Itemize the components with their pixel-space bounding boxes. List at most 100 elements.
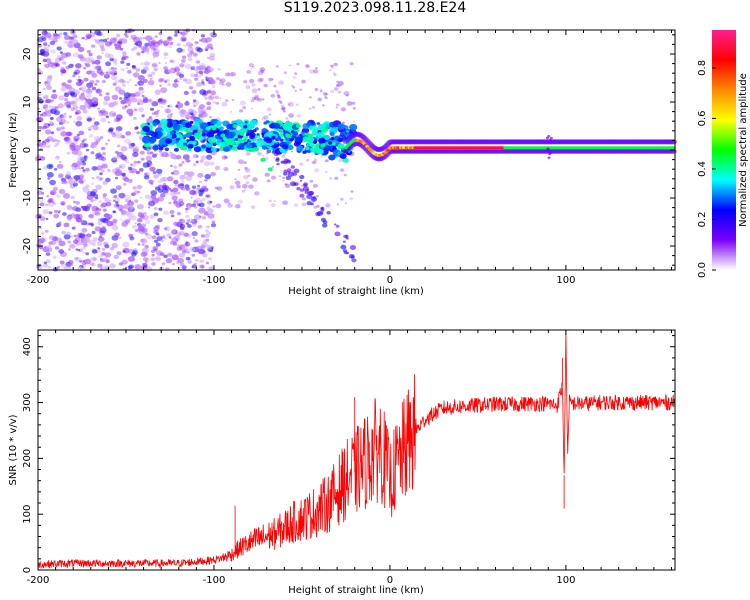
spectrogram-cell: [210, 47, 214, 50]
spectrogram-cell: [228, 72, 234, 77]
spectrogram-cell: [107, 112, 111, 115]
spectrogram-cell: [308, 125, 316, 131]
colorbar-gradient: [712, 30, 736, 270]
spectrogram-cell: [177, 107, 181, 110]
spectrogram-cell: [215, 203, 222, 209]
spectrogram-cell: [169, 41, 174, 46]
spectrogram-cell: [345, 94, 349, 97]
spectrogram-cell: [197, 172, 204, 178]
spectrogram-cell: [42, 45, 50, 52]
colorbar: 0.0 0.2 0.4 0.6 0.8 Normalized spectral ampl…: [697, 30, 749, 278]
spectrogram-cell: [82, 246, 86, 250]
spectrogram-cell: [187, 46, 194, 52]
spectrogram-cell: [95, 157, 98, 160]
spectrogram-cell: [85, 93, 92, 99]
spectrogram-cell: [272, 122, 281, 129]
spectrogram-cell: [345, 237, 349, 240]
spectrogram-cell: [97, 40, 105, 47]
spectrogram-cell: [57, 103, 64, 109]
spectrogram-cell: [63, 92, 70, 98]
spectrogram-cell: [177, 80, 180, 83]
spectrogram-cell: [275, 91, 279, 94]
spectrogram-cell: [194, 197, 202, 203]
spectrogram-cell: [184, 63, 192, 69]
spectrogram-cell: [107, 121, 111, 124]
spectrogram-cell: [183, 44, 186, 47]
spectrogram-cell: [306, 189, 310, 191]
spectrogram-cell: [178, 201, 185, 207]
spectrogram-cell: [61, 230, 67, 235]
spectrogram-cell: [142, 96, 148, 101]
spectrogram-cell: [195, 121, 199, 124]
spectrogram-cell: [199, 39, 202, 42]
spectrogram-cell: [118, 236, 122, 239]
spectrogram-cell: [277, 94, 281, 98]
spectrogram-cell: [281, 107, 285, 110]
spectrogram-cell: [200, 234, 206, 238]
spectrogram-cell: [275, 89, 279, 93]
spectrogram-cell: [292, 172, 297, 176]
spectrogram-cell: [143, 212, 147, 215]
spectrogram-cell: [147, 99, 154, 104]
spectrogram-cell: [77, 46, 85, 53]
spectrogram-cell: [336, 80, 340, 84]
snr-series-line: [37, 329, 676, 570]
spectrogram-cell: [192, 237, 196, 240]
spectrogram-cell: [61, 181, 65, 184]
spectrogram-cell: [288, 101, 294, 107]
spectrogram-cell: [86, 117, 92, 122]
spectrogram-cell: [137, 75, 145, 81]
spectrogram-cell: [44, 80, 51, 87]
spectrogram-cell: [82, 179, 86, 183]
spectrogram-cell: [546, 148, 550, 151]
spectrogram-cell: [287, 171, 294, 177]
spectrogram-cell: [282, 179, 285, 182]
spectrogram-cell: [287, 144, 294, 151]
spectrogram-cell: [185, 241, 189, 244]
spectrogram-cell: [111, 225, 119, 231]
spectrogram-cell: [72, 206, 79, 212]
snr-x-label: Height of straight line (km): [288, 585, 424, 596]
spectrogram-cell: [277, 95, 281, 99]
spectrogram-cell: [100, 47, 106, 52]
spectrogram-cell: [52, 255, 57, 259]
spectrogram-cell: [49, 40, 56, 46]
spectrogram-cell: [105, 214, 110, 219]
spectrogram-cell: [337, 137, 344, 143]
spectrogram-cell: [102, 218, 109, 224]
spectrogram-cell: [82, 89, 86, 93]
spectrogram-cell: [144, 244, 149, 249]
spectrogram-cell: [548, 139, 552, 142]
spectrogram-cell: [82, 169, 86, 173]
spectrogram-cell: [126, 210, 132, 215]
spectrogram-cell: [157, 40, 163, 45]
spectrogram-cell: [198, 104, 206, 110]
spectrogram-cell: [316, 131, 325, 138]
spectrogram-cell: [142, 162, 150, 168]
spectrogram-cell: [98, 254, 103, 259]
spectrogram-cell: [165, 78, 171, 83]
y-tick-label: 400: [22, 337, 33, 356]
spectrogram-cell: [74, 111, 79, 115]
spectrogram-cell: [261, 98, 265, 101]
spectrogram-cell: [127, 104, 131, 107]
spectrogram-cell: [100, 117, 106, 123]
spectrogram-cell: [55, 63, 60, 67]
spectrogram-cell: [129, 236, 135, 241]
spectrogram-cell: [141, 227, 148, 233]
spectrogram-cell: [159, 84, 162, 87]
x-tick-label: -100: [203, 275, 226, 286]
spectrogram-cell: [45, 144, 51, 149]
spectrogram-y-ticks: 20 10 0 -10 -20: [22, 34, 675, 266]
spectrogram-cell: [294, 89, 297, 92]
spectrogram-cell: [161, 239, 165, 243]
spectrogram-cell: [60, 57, 65, 61]
spectrogram-cell: [57, 211, 61, 214]
spectrogram-cell: [90, 256, 97, 262]
spectrogram-cell: [106, 220, 114, 227]
spectrogram-cell: [230, 204, 233, 207]
spectrogram-cell: [193, 146, 202, 153]
spectrogram-cell: [66, 151, 71, 155]
spectrogram-cell: [101, 110, 108, 116]
spectrogram-cell: [141, 114, 145, 118]
